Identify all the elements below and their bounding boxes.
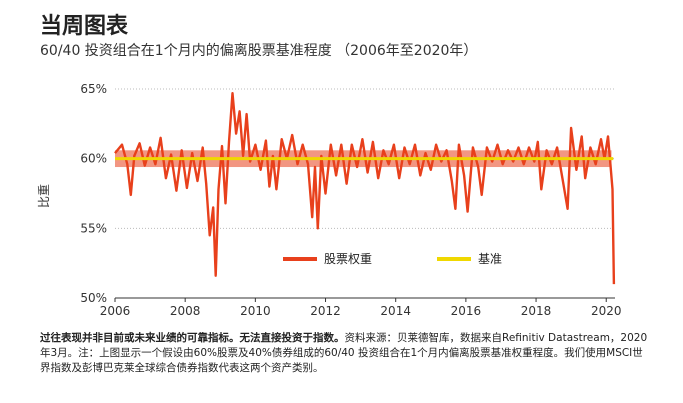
x-tick-label: 2018: [521, 304, 552, 318]
series-layer: [114, 92, 616, 285]
x-tick-label: 2016: [451, 304, 482, 318]
y-tick-labels: 50% 55% 60% 65%: [80, 82, 107, 305]
y-tick-label: 65%: [80, 82, 107, 96]
y-tick-label: 55%: [80, 221, 107, 235]
x-tick-label: 2012: [310, 304, 341, 318]
x-tick-label: 2020: [591, 304, 622, 318]
footnote: 过往表现并非目前或未来业绩的可靠指标。无法直接投资于指数。资料来源：贝莱德智库，…: [40, 331, 650, 376]
legend-label-benchmark: 基准: [478, 252, 502, 266]
footnote-source: 资料来源：贝莱德智库，数据来自Refinitiv Datastream，2020…: [40, 332, 648, 374]
y-tick-label: 60%: [80, 152, 107, 166]
y-tick-label: 50%: [80, 291, 107, 305]
legend-label-stock: 股票权重: [324, 252, 372, 266]
x-tick-label: 2006: [100, 304, 131, 318]
x-tick-label: 2014: [380, 304, 411, 318]
x-tick-label: 2010: [240, 304, 271, 318]
chart-legend: 股票权重 基准: [283, 252, 502, 266]
chart-subtitle: 60/40 投资组合在1个月内的偏离股票基准程度 （2006年至2020年）: [40, 43, 478, 59]
x-axis: 2006 2008 2010 2012 2014 2016 2018 2020: [100, 297, 622, 318]
footnote-disclaimer: 过往表现并非目前或未来业绩的可靠指标。无法直接投资于指数。: [40, 332, 345, 344]
x-tick-label: 2008: [170, 304, 201, 318]
page-title: 当周图表: [40, 14, 129, 39]
y-axis-label: 比重: [37, 184, 51, 208]
weight-deviation-chart: 50% 55% 60% 65% 比重 2006 2008 2010 2012 2014 2016…: [37, 82, 622, 318]
